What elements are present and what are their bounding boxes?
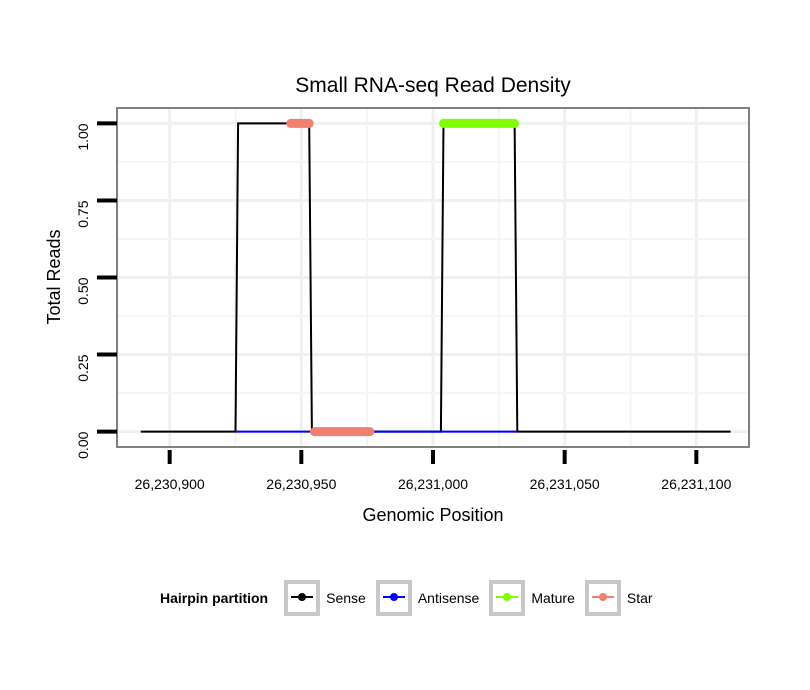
legend-label: Mature [531, 590, 575, 606]
y-axis-label: Total Reads [44, 229, 64, 324]
x-tick-label: 26,231,000 [398, 476, 468, 492]
x-tick-label: 26,230,950 [266, 476, 336, 492]
legend-item-mature: Mature [489, 580, 579, 616]
legend-label: Sense [326, 590, 366, 606]
legend-item-sense: Sense [284, 580, 370, 616]
y-tick-label: 1.00 [75, 123, 91, 150]
series-layer [140, 118, 731, 437]
legend-item-star: Star [584, 580, 657, 616]
y-tick-label: 0.75 [75, 200, 91, 227]
legend-item-antisense: Antisense [375, 580, 483, 616]
legend-key-antisense [375, 580, 412, 616]
legend-label: Star [626, 590, 653, 606]
legend-key-star [584, 580, 621, 616]
y-tick-label: 0.25 [75, 354, 91, 381]
x-tick-label: 26,230,900 [135, 476, 205, 492]
legend-title: Hairpin partition [160, 590, 269, 606]
legend: Hairpin partition Sense Antisense Mature St… [160, 576, 663, 620]
legend-key-sense [284, 580, 321, 616]
x-tick-label: 26,231,050 [530, 476, 600, 492]
y-tick-label: 0.50 [75, 277, 91, 304]
y-tick-label: 0.00 [75, 431, 91, 458]
x-axis-label: Genomic Position [362, 505, 503, 525]
axes: 26,230,900 26,230,950 26,231,000 26,231,050… [75, 121, 732, 492]
x-tick-label: 26,231,100 [661, 476, 731, 492]
legend-key-mature [489, 580, 526, 616]
chart-title: Small RNA-seq Read Density [295, 74, 571, 97]
legend-label: Antisense [417, 590, 480, 606]
